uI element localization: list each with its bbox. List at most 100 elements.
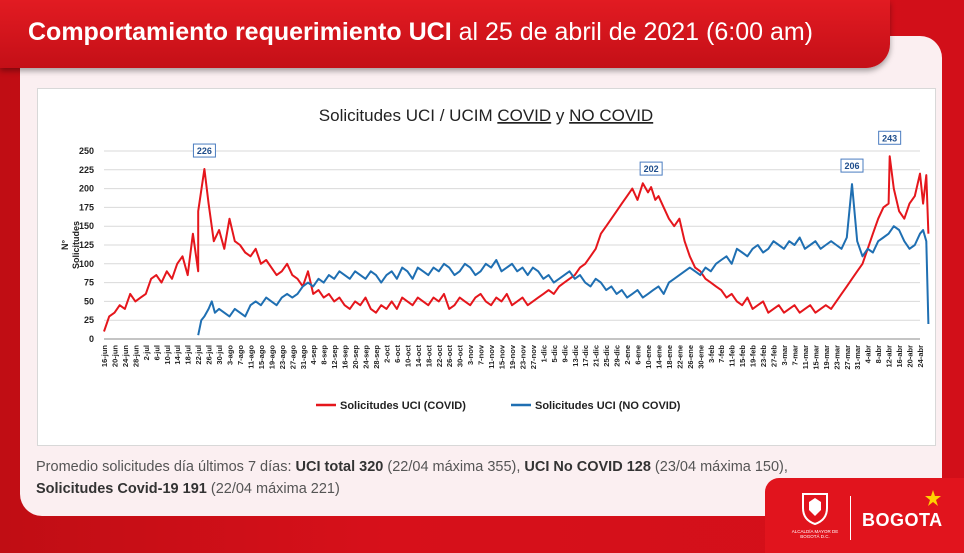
header-bar: Comportamiento requerimiento UCI al 25 d… xyxy=(0,0,890,68)
footnote: Promedio solicitudes día últimos 7 días:… xyxy=(36,456,796,500)
x-tick-label: 3-feb xyxy=(707,345,716,363)
x-tick-label: 19-nov xyxy=(508,344,517,369)
x-tick-label: 11-mar xyxy=(801,345,810,369)
page-title-bold: Comportamiento requerimiento UCI xyxy=(28,18,452,46)
x-tick-label: 14-oct xyxy=(414,345,423,368)
x-tick-label: 18-oct xyxy=(424,345,433,368)
x-tick-label: 25-dic xyxy=(602,345,611,367)
x-tick-label: 15-feb xyxy=(738,345,747,368)
x-tick-label: 22-jul xyxy=(194,345,203,365)
peak-annotation-box xyxy=(639,161,663,176)
footnote-covid: Solicitudes Covid-19 191 xyxy=(36,481,207,497)
footnote-text-2: (22/04 máxima 355), xyxy=(383,459,525,475)
x-tick-label: 7-feb xyxy=(717,345,726,363)
peak-annotation-label: 226 xyxy=(197,146,212,156)
x-tick-label: 11-ago xyxy=(246,345,255,369)
x-tick-label: 23-nov xyxy=(518,344,527,369)
x-tick-label: 31-mar xyxy=(853,345,862,370)
x-tick-label: 16-sep xyxy=(341,345,350,369)
x-tick-label: 23-mar xyxy=(832,345,841,370)
y-tick-label: 50 xyxy=(84,296,94,306)
x-tick-label: 7-mar xyxy=(790,345,799,366)
x-tick-label: 21-dic xyxy=(592,345,601,367)
x-tick-label: 27-nov xyxy=(529,344,538,369)
footnote-uci-no-covid: UCI No COVID 128 xyxy=(524,459,651,475)
star-icon xyxy=(925,490,941,506)
x-tick-label: 10-jul xyxy=(163,345,172,365)
x-tick-label: 26-jul xyxy=(205,345,214,365)
x-tick-label: 3-mar xyxy=(780,345,789,366)
x-tick-label: 18-ene xyxy=(665,345,674,369)
x-tick-label: 2-ene xyxy=(623,345,632,365)
x-tick-label: 27-mar xyxy=(843,345,852,370)
x-tick-label: 22-ene xyxy=(675,345,684,369)
y-tick-label: 125 xyxy=(79,240,94,250)
x-tick-label: 3-ago xyxy=(226,345,235,365)
x-tick-label: 8-abr xyxy=(874,345,883,363)
x-tick-label: 27-ago xyxy=(288,345,297,370)
x-tick-label: 8-sep xyxy=(320,345,329,365)
y-axis-label: N°Solicitudes xyxy=(60,221,81,269)
chart-title: Solicitudes UCI / UCIM COVID y NO COVID xyxy=(319,106,653,125)
x-tick-label: 23-ago xyxy=(278,345,287,370)
x-tick-label: 23-feb xyxy=(759,345,768,368)
x-tick-label: 15-nov xyxy=(498,344,507,369)
y-tick-label: 75 xyxy=(84,278,94,288)
x-tick-label: 13-dic xyxy=(571,345,580,367)
y-tick-label: 150 xyxy=(79,221,94,231)
series-line-no-covid xyxy=(197,183,930,336)
peak-annotation-box xyxy=(192,143,216,158)
y-tick-label: 100 xyxy=(79,259,94,269)
x-tick-label: 4-sep xyxy=(309,345,318,365)
bogota-logo-box: ALCALDÍA MAYOR DE BOGOTÁ D.C. BOGOTA xyxy=(765,478,964,553)
page-title: Comportamiento requerimiento UCI al 25 d… xyxy=(28,18,813,47)
x-tick-label: 15-mar xyxy=(811,345,820,370)
x-tick-label: 30-jul xyxy=(215,345,224,365)
bogota-wordmark: BOGOTA xyxy=(862,510,943,530)
x-tick-label: 12-abr xyxy=(885,345,894,368)
peak-annotation-label: 206 xyxy=(844,161,859,171)
x-tick-label: 30-ene xyxy=(696,345,705,369)
x-tick-label: 10-oct xyxy=(403,345,412,368)
x-tick-label: 26-ene xyxy=(686,345,695,369)
x-tick-label: 20-sep xyxy=(351,345,360,369)
footnote-text-4: (22/04 máxima 221) xyxy=(206,481,340,497)
x-tick-label: 14-ene xyxy=(654,345,663,369)
x-tick-label: 19-ago xyxy=(267,345,276,370)
x-tick-label: 12-sep xyxy=(330,345,339,369)
x-tick-label: 24-jun xyxy=(121,345,130,368)
x-tick-label: 28-jun xyxy=(131,345,140,368)
x-tick-label: 7-ago xyxy=(236,345,245,365)
series-line-covid xyxy=(103,155,930,332)
x-tick-label: 5-dic xyxy=(550,345,559,363)
x-tick-label: 6-ene xyxy=(634,345,643,365)
x-tick-label: 16-jun xyxy=(100,345,109,368)
footnote-uci-total: UCI total 320 xyxy=(295,459,384,475)
x-tick-label: 4-abr xyxy=(864,345,873,363)
y-tick-label: 225 xyxy=(79,165,94,175)
x-tick-label: 11-feb xyxy=(728,345,737,367)
page-title-rest: al 25 de abril de 2021 (6:00 am) xyxy=(451,18,813,46)
x-tick-label: 20-abr xyxy=(906,345,915,368)
chart-frame: Solicitudes UCI / UCIM COVID y NO COVID 0… xyxy=(37,88,936,446)
x-tick-label: 6-jul xyxy=(152,345,161,360)
x-tick-label: 26-oct xyxy=(445,345,454,368)
x-tick-label: 19-mar xyxy=(822,345,831,370)
x-tick-label: 11-nov xyxy=(487,344,496,369)
peak-annotation-label: 243 xyxy=(882,133,897,143)
x-tick-label: 24-abr xyxy=(916,345,925,368)
y-tick-label: 25 xyxy=(84,315,94,325)
x-tick-label: 15-ago xyxy=(257,345,266,370)
x-tick-label: 29-dic xyxy=(613,345,622,367)
x-tick-label: 6-oct xyxy=(393,345,402,363)
y-tick-label: 250 xyxy=(79,146,94,156)
footnote-text-3: (23/04 máxima 150), xyxy=(650,459,788,475)
x-tick-label: 2-oct xyxy=(382,345,391,363)
x-tick-label: 30-oct xyxy=(456,345,465,368)
x-tick-label: 2-jul xyxy=(142,345,151,360)
y-tick-label: 175 xyxy=(79,202,94,212)
y-tick-label: 200 xyxy=(79,184,94,194)
legend-label: Solicitudes UCI (COVID) xyxy=(340,400,466,412)
peak-annotation-box xyxy=(840,158,864,173)
x-tick-label: 7-nov xyxy=(477,344,486,365)
